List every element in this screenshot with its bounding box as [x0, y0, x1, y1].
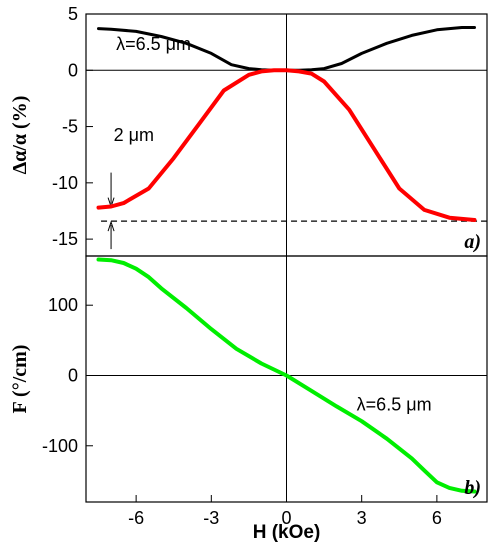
x-tick-label: -3: [203, 508, 219, 528]
x-tick-label: 6: [432, 508, 442, 528]
y-tick-label: 0: [68, 60, 78, 80]
y-tick-label: -100: [42, 436, 78, 456]
y-tick-label: 5: [68, 4, 78, 24]
y-axis-label: F (°/cm): [9, 345, 31, 414]
panel-b: [85, 255, 488, 503]
annotation-label: λ=6.5 μm: [357, 395, 432, 415]
annotation-label: 2 μm: [114, 125, 154, 145]
x-tick-label: 3: [357, 508, 367, 528]
y-tick-label: -15: [52, 229, 78, 249]
panel-label: a): [464, 231, 481, 253]
panel-label: b): [464, 477, 481, 499]
y-tick-label: 100: [48, 295, 78, 315]
y-tick-label: -10: [52, 173, 78, 193]
annotation-label: λ=6.5 μm: [116, 34, 191, 54]
y-tick-label: -5: [62, 117, 78, 137]
x-tick-label: -6: [128, 508, 144, 528]
series-line-0-1: [96, 68, 477, 222]
y-axis-label: Δα/α (%): [9, 96, 31, 175]
series-line-1-0: [96, 257, 477, 494]
x-tick-label: 0: [281, 508, 291, 528]
arrow-up-head: [107, 220, 115, 232]
x-axis-label: H (kOe): [253, 522, 321, 543]
y-tick-label: 0: [68, 365, 78, 385]
